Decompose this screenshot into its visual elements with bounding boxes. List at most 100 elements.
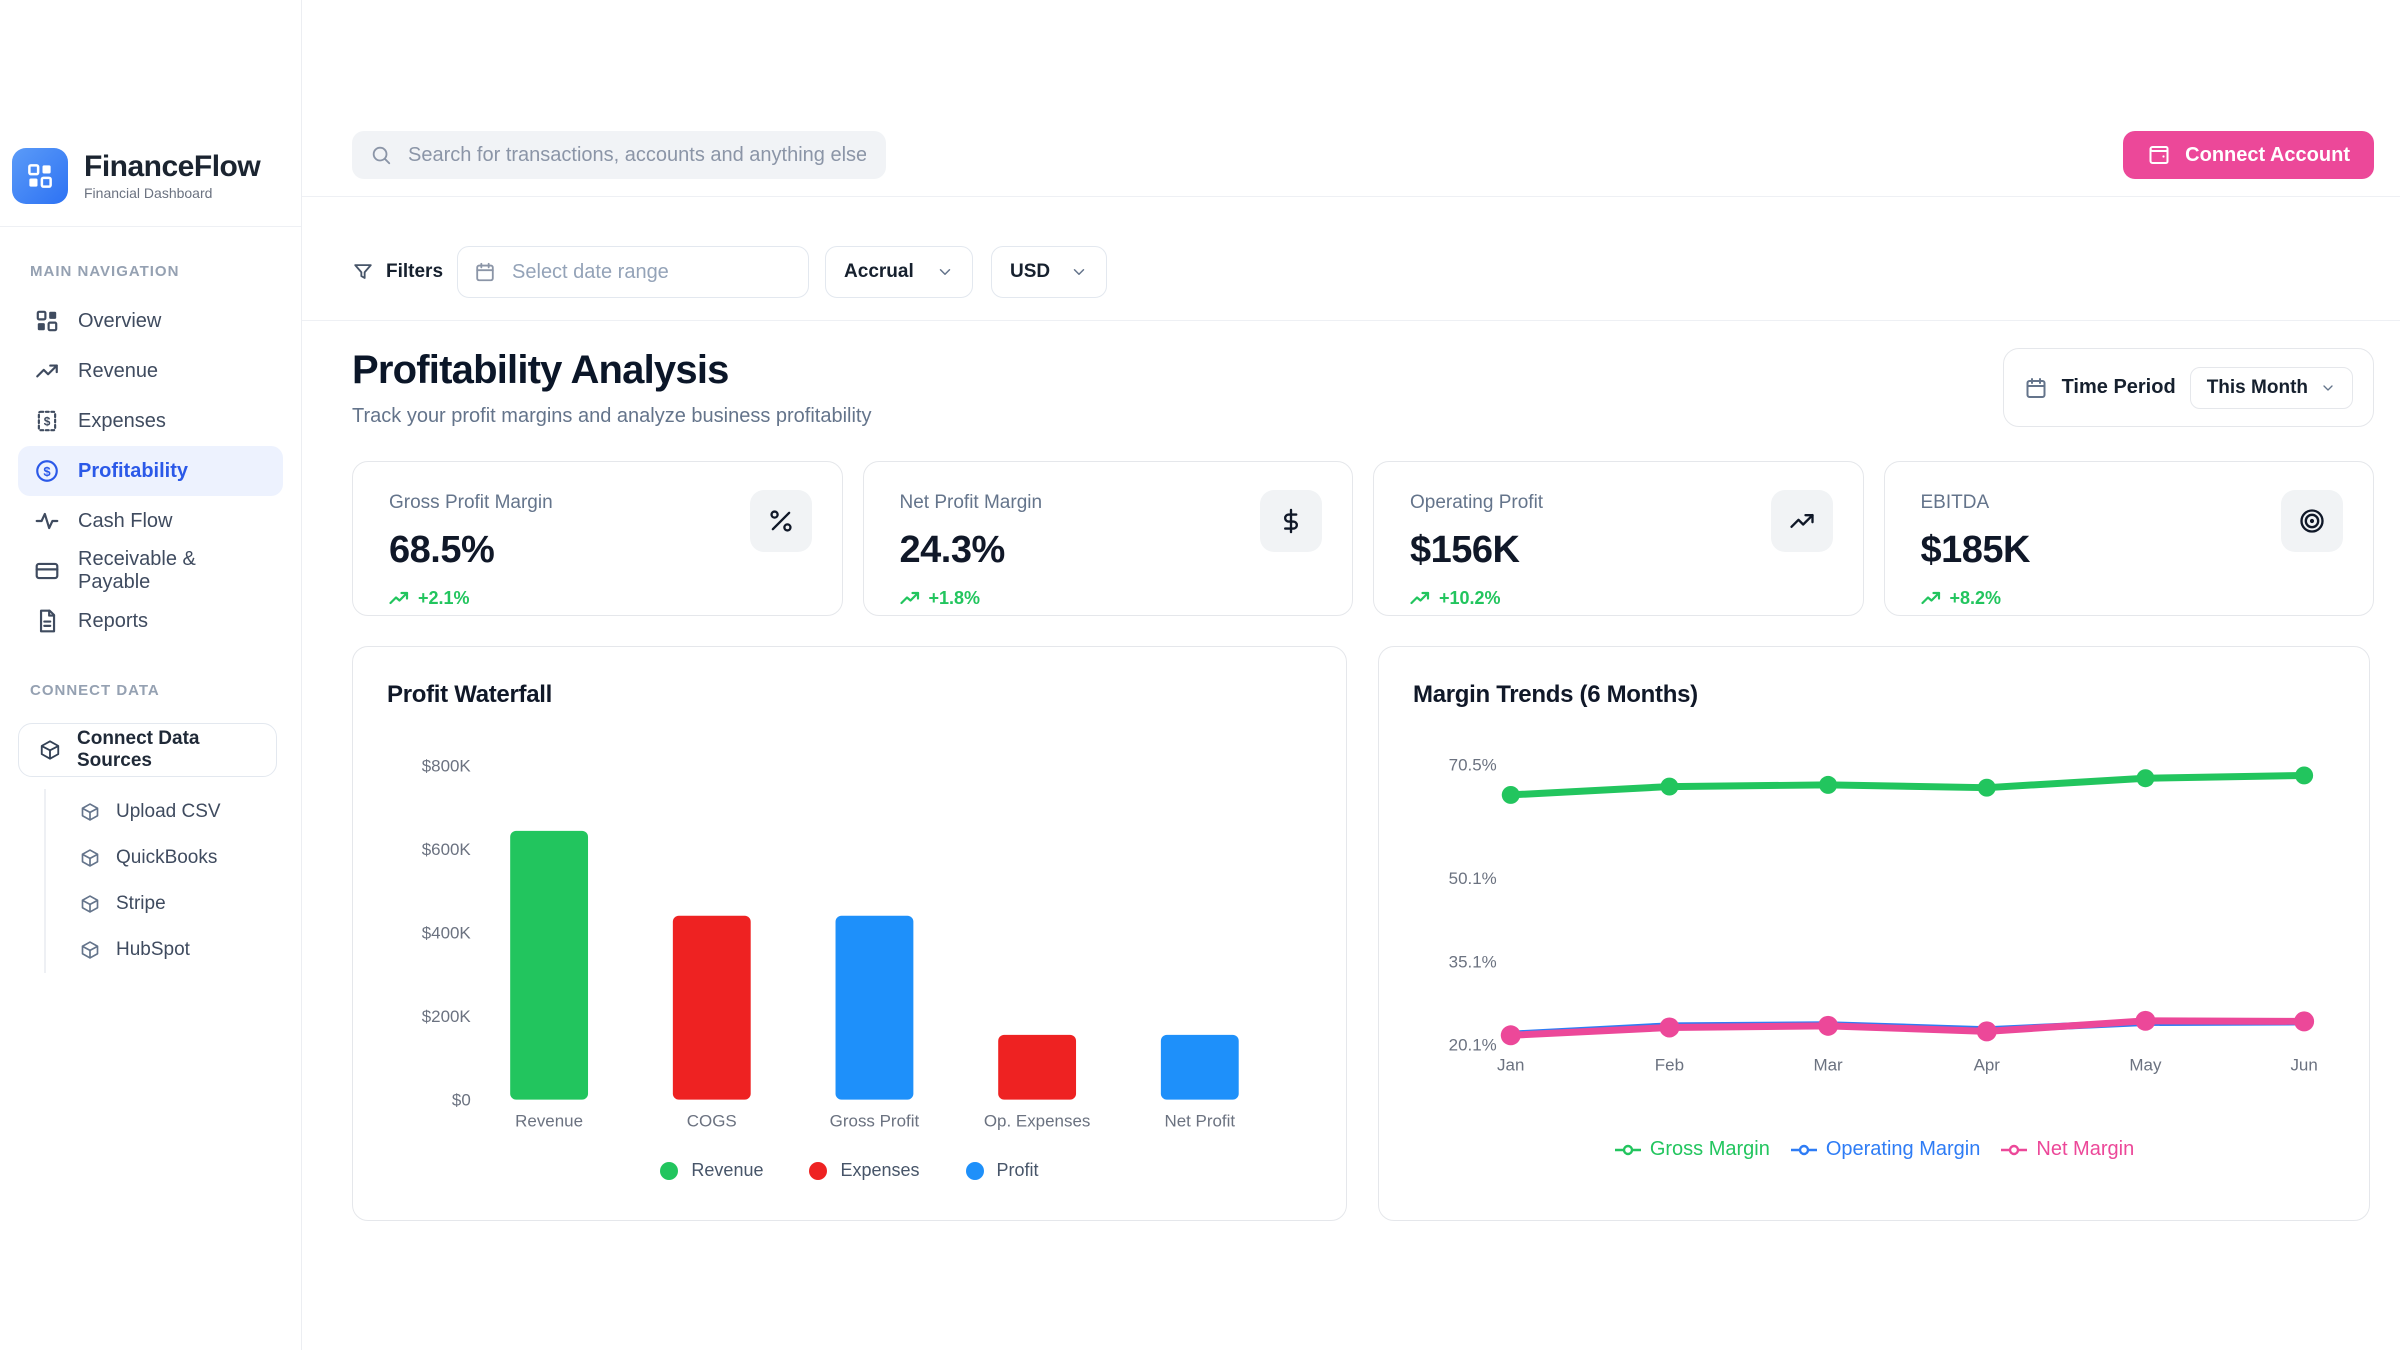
filters-bar: Filters Accrual USD	[302, 197, 2400, 321]
margin-trends-legend: Gross Margin Operating Margin Net Margin	[1379, 1138, 2369, 1161]
legend-item-profit: Profit	[965, 1160, 1039, 1181]
connect-data-sub-list: Upload CSV QuickBooks Stripe HubSpot	[44, 789, 301, 973]
sidebar-item-label: Overview	[78, 309, 162, 332]
data-point-gross-margin[interactable]	[1660, 777, 1679, 796]
sidebar-item-revenue[interactable]: Revenue	[18, 346, 283, 396]
search-icon	[370, 144, 392, 166]
svg-text:Gross Profit: Gross Profit	[830, 1112, 920, 1131]
bar-cogs[interactable]	[672, 915, 751, 1100]
svg-text:May: May	[2129, 1056, 2162, 1075]
credit-card-icon	[34, 558, 60, 584]
delta-up-icon	[899, 591, 920, 606]
bar-op-expenses[interactable]	[998, 1034, 1077, 1100]
data-point-gross-margin[interactable]	[1819, 775, 1838, 794]
data-point-gross-margin[interactable]	[1501, 785, 1520, 804]
delta-up-icon	[389, 591, 409, 606]
sidebar-item-label: Revenue	[78, 359, 159, 382]
connect-item-hubspot[interactable]: HubSpot	[46, 927, 301, 973]
time-period-select[interactable]: This Month	[2189, 366, 2353, 409]
connect-item-stripe[interactable]: Stripe	[46, 881, 301, 927]
data-point-net-margin[interactable]	[2135, 1010, 2156, 1031]
accounting-basis-select[interactable]: Accrual	[825, 246, 974, 298]
currency-value: USD	[1010, 261, 1051, 282]
legend-item-gross-margin: Gross Margin	[1614, 1138, 1770, 1161]
kpi-value: $156K	[1410, 529, 1520, 571]
kpi-delta: +1.8%	[899, 588, 1317, 609]
date-range-input[interactable]	[510, 259, 793, 285]
page-subtitle: Track your profit margins and analyze bu…	[352, 405, 872, 427]
svg-text:Mar: Mar	[1813, 1056, 1843, 1075]
filters-button[interactable]: Filters	[352, 261, 443, 283]
legend-item-expenses: Expenses	[809, 1160, 920, 1181]
calendar-icon	[474, 261, 496, 283]
data-point-net-margin[interactable]	[1976, 1021, 1997, 1042]
data-point-gross-margin[interactable]	[2295, 766, 2314, 785]
sidebar-item-label: Receivable & Payable	[78, 548, 196, 593]
brand-subtitle: Financial Dashboard	[84, 185, 213, 202]
legend-label: Revenue	[691, 1160, 764, 1180]
legend-item-net-margin: Net Margin	[2000, 1138, 2134, 1161]
page-head: Profitability Analysis Track your profit…	[352, 348, 2374, 428]
legend-label: Net Margin	[2036, 1138, 2135, 1160]
time-period-value: This Month	[2206, 376, 2308, 398]
connect-item-quickbooks[interactable]: QuickBooks	[46, 835, 301, 881]
sidebar-item-overview[interactable]: Overview	[18, 296, 283, 346]
margin-trends-chart: 70.5% 50.1% 35.1% 20.1%Jan Feb Mar Apr May Jun	[1449, 755, 2318, 1075]
data-point-net-margin[interactable]	[1500, 1025, 1521, 1046]
svg-text:50.1%: 50.1%	[1449, 869, 1497, 888]
margin-trends-title: Margin Trends (6 Months)	[1413, 681, 1698, 708]
kpi-label: Operating Profit	[1410, 492, 1544, 513]
connect-account-button[interactable]: Connect Account	[2123, 131, 2374, 179]
data-point-net-margin[interactable]	[1659, 1017, 1680, 1038]
kpi-card-ebitda: EBITDA $185K +8.2%	[1883, 461, 2374, 616]
bar-gross-profit[interactable]	[835, 915, 914, 1100]
wallet-icon	[2147, 143, 2171, 167]
topbar: Connect Account	[302, 0, 2400, 197]
chevron-down-icon	[1070, 263, 1088, 281]
cube-icon	[80, 940, 100, 960]
chevron-down-icon	[936, 263, 954, 281]
data-point-net-margin[interactable]	[1818, 1015, 1839, 1036]
profit-waterfall-card: Profit Waterfall $800K $600K $400K $200K $0 R…	[352, 646, 1347, 1221]
charts-row: Profit Waterfall $800K $600K $400K $200K $0 R…	[352, 646, 2374, 1221]
sidebar-item-reports[interactable]: Reports	[18, 596, 283, 646]
legend-item-revenue: Revenue	[660, 1160, 763, 1181]
legend-dot	[965, 1161, 984, 1180]
svg-text:$400K: $400K	[422, 923, 472, 942]
search-input[interactable]	[406, 142, 868, 168]
kpi-delta: +10.2%	[1410, 588, 1827, 609]
svg-text:Feb: Feb	[1655, 1056, 1684, 1075]
svg-text:Net Profit: Net Profit	[1164, 1112, 1235, 1131]
data-point-net-margin[interactable]	[2294, 1011, 2315, 1032]
data-point-gross-margin[interactable]	[2136, 769, 2155, 788]
legend-line-marker	[2001, 1144, 2028, 1155]
filters-label: Filters	[386, 261, 444, 282]
brand: FinanceFlow Financial Dashboard	[0, 0, 301, 204]
svg-text:COGS: COGS	[687, 1112, 737, 1131]
connect-data-sources-button[interactable]: Connect Data Sources	[18, 723, 277, 777]
sidebar-item-receivable-payable[interactable]: Receivable & Payable	[18, 546, 283, 596]
sidebar-nav: Overview Revenue $ Expenses $ Profitability Ca…	[0, 296, 301, 646]
currency-select[interactable]: USD	[991, 246, 1108, 298]
funnel-icon	[352, 261, 374, 283]
legend-label: Expenses	[840, 1160, 920, 1180]
kpi-card-operating-profit: Operating Profit $156K +10.2%	[1373, 461, 1864, 616]
trending-up-icon	[1770, 490, 1833, 552]
time-period-label: Time Period	[2061, 376, 2176, 398]
page-title: Profitability Analysis	[352, 348, 729, 392]
svg-text:$: $	[44, 415, 51, 429]
sidebar-item-expenses[interactable]: $ Expenses	[18, 396, 283, 446]
data-point-gross-margin[interactable]	[1977, 778, 1996, 797]
bar-net-profit[interactable]	[1160, 1034, 1239, 1100]
sidebar-item-cash-flow[interactable]: Cash Flow	[18, 496, 283, 546]
sidebar-item-profitability[interactable]: $ Profitability	[18, 446, 283, 496]
connect-item-upload-csv[interactable]: Upload CSV	[46, 789, 301, 835]
svg-text:$600K: $600K	[422, 840, 472, 859]
profit-waterfall-chart: $800K $600K $400K $200K $0 Revenue COGS Gross P…	[422, 756, 1239, 1131]
global-search	[352, 131, 886, 179]
activity-icon	[34, 508, 60, 534]
legend-label: Gross Margin	[1649, 1138, 1770, 1160]
bar-revenue[interactable]	[510, 830, 589, 1100]
kpi-card-gross-profit-margin: Gross Profit Margin 68.5% +2.1%	[352, 461, 843, 616]
